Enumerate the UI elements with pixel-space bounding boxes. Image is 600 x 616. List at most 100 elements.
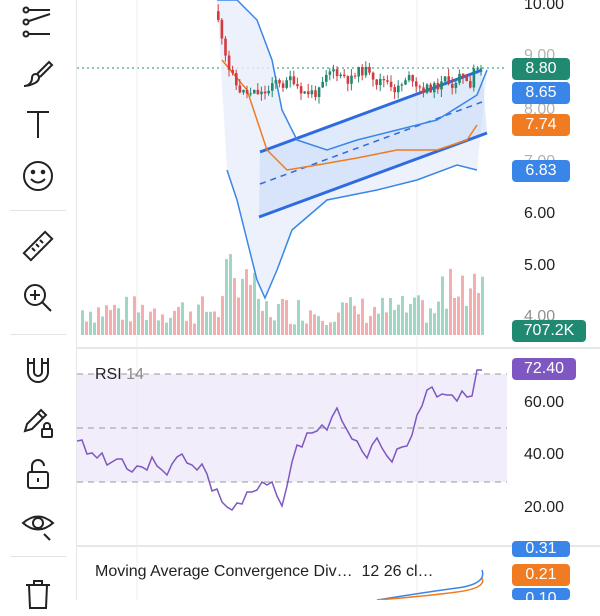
volume-bar: [305, 323, 308, 335]
trend-line-tool-button[interactable]: [14, 0, 62, 44]
candle-body: [479, 68, 483, 70]
candle-body: [389, 81, 393, 88]
volume-bar: [85, 321, 88, 335]
volume-bar: [81, 310, 84, 335]
parallel-channel-drawing[interactable]: [258, 68, 488, 219]
volume-bar: [273, 320, 276, 335]
text-icon: [27, 111, 49, 138]
volume-bar: [169, 317, 172, 335]
candle-body: [263, 91, 267, 94]
volume-bar: [349, 297, 352, 335]
volume-bar: [445, 308, 448, 335]
candle-body: [321, 81, 324, 88]
price-chart-canvas[interactable]: [77, 0, 600, 600]
volume-bar: [409, 303, 412, 335]
unlock-tool-button[interactable]: [14, 452, 62, 496]
candle-body: [238, 85, 242, 93]
candle-body: [217, 11, 220, 20]
delete-tool-button[interactable]: [14, 572, 62, 616]
trend-line-icon: [22, 6, 51, 38]
candle-body: [440, 81, 443, 90]
volume-bar: [277, 304, 280, 335]
volume-bar: [429, 308, 432, 335]
bollinger-band-lines: [217, 0, 488, 300]
volume-bar: [453, 297, 456, 335]
ruler-tool-button[interactable]: [14, 224, 62, 268]
candle-body: [317, 87, 321, 97]
volume-bar: [389, 298, 392, 335]
candle-body: [418, 86, 422, 88]
volume-bar: [101, 316, 104, 335]
candle-body: [361, 67, 364, 76]
volume-tag: 707.2K: [512, 320, 586, 342]
volume-bar: [481, 276, 484, 335]
volume-bar: [357, 314, 360, 335]
candle-body: [472, 68, 476, 88]
macd-line: [376, 569, 484, 600]
volume-bar: [245, 269, 248, 335]
volume-bar: [229, 254, 232, 335]
upper-band-tag: 8.65: [512, 82, 570, 104]
rsi-axis-label: 20.00: [524, 499, 565, 516]
volume-bar: [97, 307, 100, 335]
volume-bar: [129, 321, 132, 335]
volume-bar: [177, 306, 180, 335]
candle-body: [454, 82, 458, 88]
volume-bar: [105, 305, 108, 335]
volume-bar: [157, 320, 160, 335]
channel-fill: [259, 70, 487, 217]
volume-bar: [397, 304, 400, 335]
chart-area[interactable]: 10.00 9.00 8.00 7.00 6.00 5.00 4.00 8.80…: [77, 0, 600, 600]
emoji-tool-button[interactable]: [14, 154, 62, 198]
candle-body: [404, 80, 407, 85]
volume-bar: [381, 297, 384, 335]
volume-bar: [241, 278, 244, 335]
volume-bar: [261, 310, 264, 335]
volume-bar: [181, 302, 184, 335]
volume-bar: [141, 304, 144, 335]
magnet-tool-button[interactable]: [14, 348, 62, 392]
macd-tag: 0.21: [512, 564, 570, 586]
volume-bar: [413, 297, 416, 335]
volume-bar: [377, 313, 380, 335]
volume-bar: [257, 298, 260, 335]
visibility-tool-button[interactable]: [14, 502, 62, 546]
volume-bar: [237, 297, 240, 335]
candle-body: [260, 91, 263, 95]
lock-drawing-tool-button[interactable]: [14, 400, 62, 444]
rsi-value-tag: 72.40: [512, 358, 576, 380]
candle-body: [314, 90, 317, 97]
text-tool-button[interactable]: [14, 102, 62, 146]
volume-bar: [89, 311, 92, 335]
volume-bar: [269, 317, 272, 335]
rsi-axis-label: 60.00: [524, 394, 565, 411]
volume-bar: [201, 296, 204, 335]
candle-body: [469, 80, 472, 88]
macd-params: 12 26 cl…: [361, 563, 434, 580]
candle-body: [271, 83, 274, 91]
volume-bar: [249, 284, 252, 335]
volume-bar: [465, 305, 468, 335]
rsi-line: [77, 369, 482, 511]
mid-band-line: [221, 59, 478, 171]
candle-body: [289, 76, 292, 81]
macd-tag: 0.31: [512, 541, 570, 557]
candle-body: [220, 19, 224, 39]
volume-bar: [293, 324, 296, 335]
brush-tool-button[interactable]: [14, 52, 62, 96]
candle-body: [235, 73, 238, 86]
eye-icon: [21, 515, 55, 541]
rsi-label: RSI: [95, 366, 122, 383]
volume-bar: [473, 273, 476, 335]
candle-body: [299, 86, 303, 94]
volume-bar: [321, 320, 324, 335]
volume-bar: [265, 301, 268, 335]
zoom-in-tool-button[interactable]: [14, 276, 62, 320]
toolbar-divider: [10, 556, 66, 557]
rsi-axis-label: 40.00: [524, 446, 565, 463]
volume-bar: [93, 322, 96, 335]
brush-icon: [23, 60, 54, 87]
candle-body: [231, 69, 234, 74]
last-price-tag: 8.80: [512, 58, 570, 80]
volume-bar: [117, 308, 120, 335]
